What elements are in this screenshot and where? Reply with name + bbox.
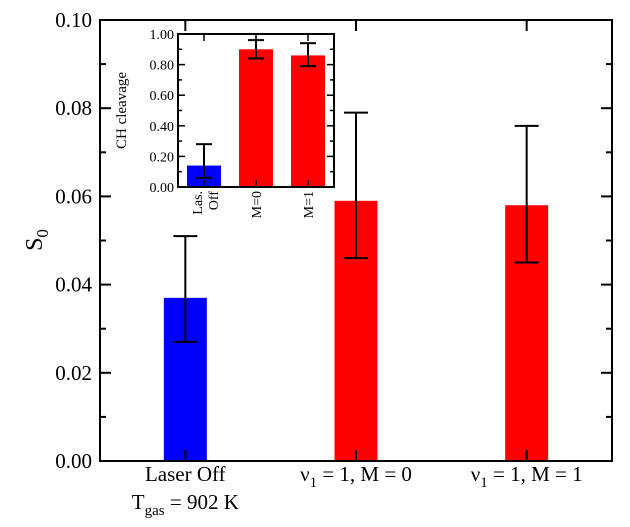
y-tick-label: 0.00: [55, 449, 92, 473]
y-axis-label: S0: [22, 229, 52, 251]
inset-y-tick-label: 1.00: [150, 28, 175, 43]
label-subscript: 1: [310, 475, 318, 491]
label-nu: ν: [471, 462, 481, 486]
x-category-label: ν1 = 1, M = 1: [471, 462, 583, 491]
label-nu: ν: [300, 462, 310, 486]
inset-error-bar-0: [196, 143, 212, 179]
inset-y-tick-label: 0.60: [150, 89, 175, 104]
label-rest: = 1, M = 1: [488, 462, 583, 486]
y-tick-label: 0.10: [55, 8, 92, 32]
label-subscript: gas: [145, 503, 165, 519]
y-tick-label: 0.06: [55, 184, 92, 208]
x-category-label: ν1 = 1, M = 0: [300, 462, 412, 491]
inset-chart: 0.00 0.20 0.40 0.60 0.80 1.00 Las. Off M=0 M=1 CH …: [114, 28, 335, 218]
y-tick-label: 0.08: [55, 96, 92, 120]
inset-y-tick-label: 0.20: [150, 150, 175, 165]
y-axis-label-base: S: [22, 238, 48, 251]
inset-bar-2: [291, 55, 325, 187]
x-category-label: Laser Off: [145, 462, 226, 486]
inset-error-bar-2: [300, 42, 316, 68]
inset-y-tick-label: 0.00: [150, 181, 175, 196]
x-category-label: Tgas = 902 K: [132, 490, 239, 519]
inset-x-category-label: M=1: [302, 191, 317, 218]
inset-x-category-label: Off: [207, 191, 222, 211]
inset-y-tick-label: 0.40: [150, 120, 175, 135]
inset-y-tick-label: 0.80: [150, 59, 175, 74]
label-subscript: 1: [480, 475, 488, 491]
inset-x-category-label: M=0: [250, 191, 265, 218]
error-bar-0: [173, 235, 198, 343]
error-bar-1: [344, 111, 368, 260]
inset-x-category-label: Las.: [191, 191, 206, 215]
error-bar-2: [514, 124, 539, 264]
label-rest: = 902 K: [165, 490, 239, 514]
label-rest: = 1, M = 0: [317, 462, 412, 486]
inset-bar-1: [239, 49, 273, 187]
y-tick-label: 0.04: [55, 273, 92, 297]
inset-y-axis-label: CH cleavage: [114, 72, 130, 149]
y-axis-label-subscript: 0: [33, 229, 52, 238]
label-base: T: [132, 490, 145, 514]
y-tick-label: 0.02: [55, 361, 92, 385]
